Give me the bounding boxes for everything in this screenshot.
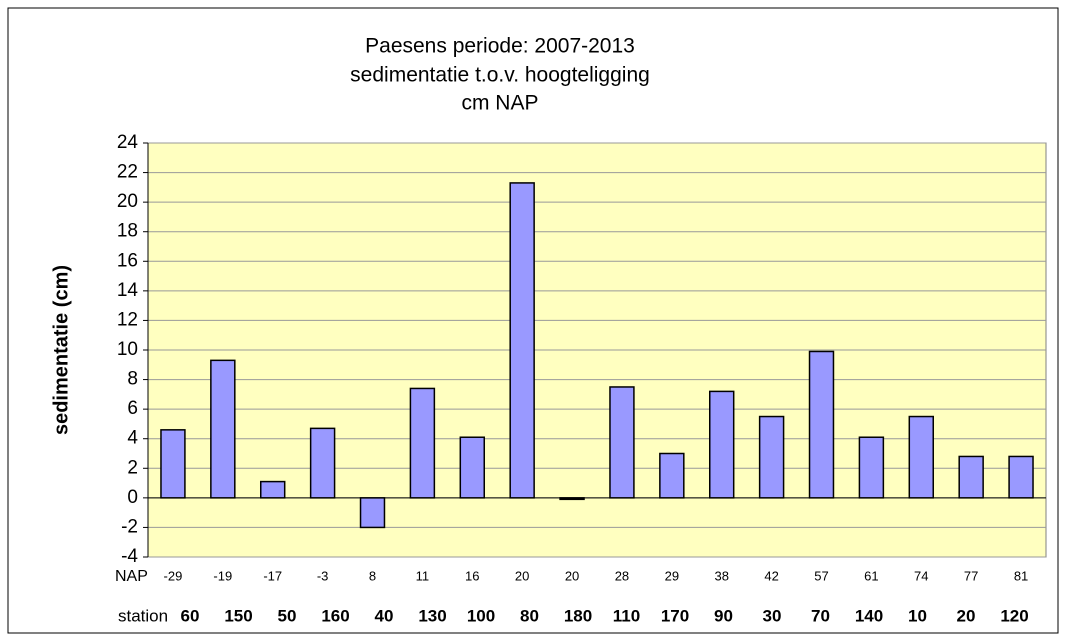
x-tick-label: 28 — [615, 568, 629, 583]
x-tick-label: 20 — [515, 568, 529, 583]
x-tick-label: 16 — [465, 568, 479, 583]
y-tick-label: 0 — [127, 487, 138, 508]
x-tick-label: 29 — [665, 568, 679, 583]
x-tick-label: 74 — [914, 568, 928, 583]
station-label: 60 — [181, 606, 200, 625]
bar — [708, 390, 735, 499]
bar — [1008, 455, 1034, 499]
bar — [259, 480, 286, 499]
station-label: 150 — [224, 606, 252, 625]
bar — [509, 182, 535, 499]
station-label: 120 — [1000, 606, 1028, 625]
station-label: 90 — [714, 606, 733, 625]
y-tick-label: -4 — [121, 546, 138, 567]
station-label: 30 — [763, 606, 782, 625]
station-label: 20 — [957, 606, 976, 625]
station-label: 50 — [278, 606, 297, 625]
station-label: 170 — [661, 606, 689, 625]
x-row-label: NAP — [115, 568, 148, 585]
station-label: 70 — [811, 606, 830, 625]
x-tick-label: -17 — [263, 568, 282, 583]
y-tick-label: 16 — [117, 250, 138, 271]
x-tick-label: 42 — [764, 568, 778, 583]
station-label: 140 — [855, 606, 883, 625]
x-tick-label: 20 — [565, 568, 579, 583]
bar — [758, 415, 785, 499]
bar — [958, 455, 984, 499]
x-tick-label: -19 — [213, 568, 232, 583]
bar — [858, 436, 885, 499]
station-label: 80 — [520, 606, 539, 625]
chart-title: Paesens periode: 2007-2013 — [365, 35, 635, 58]
x-tick-label: 81 — [1014, 568, 1028, 583]
bar — [210, 359, 236, 499]
x-tick-label: 61 — [864, 568, 878, 583]
x-tick-label: 8 — [369, 568, 376, 583]
bar — [459, 436, 486, 499]
bar — [359, 497, 386, 529]
y-tick-label: 18 — [117, 221, 138, 242]
x-tick-label: 57 — [814, 568, 828, 583]
x-tick-label: 77 — [964, 568, 978, 583]
chart-title: cm NAP — [461, 92, 538, 115]
bar — [609, 386, 635, 499]
y-tick-label: 2 — [127, 457, 138, 478]
y-tick-label: 6 — [127, 398, 138, 419]
chart-title: sedimentatie t.o.v. hoogteligging — [350, 64, 650, 87]
station-label: 100 — [467, 606, 495, 625]
y-tick-label: 14 — [117, 280, 139, 301]
bar — [309, 427, 336, 499]
station-label: 110 — [613, 606, 640, 625]
bar — [409, 387, 436, 499]
station-label: 160 — [321, 606, 349, 625]
y-tick-label: -2 — [121, 516, 138, 537]
station-label: 10 — [908, 606, 927, 625]
x-tick-label: -29 — [164, 568, 183, 583]
station-row-label: station — [118, 606, 168, 625]
bar — [808, 350, 835, 499]
y-tick-label: 22 — [117, 162, 138, 183]
y-tick-label: 8 — [127, 369, 138, 390]
x-tick-label: 11 — [416, 568, 430, 583]
station-label: 180 — [564, 606, 592, 625]
y-tick-label: 10 — [117, 339, 138, 360]
bar — [659, 452, 685, 499]
bar — [559, 497, 585, 501]
y-axis-label: sedimentatie (cm) — [50, 265, 72, 435]
y-tick-label: 24 — [117, 132, 139, 153]
bar — [908, 415, 935, 499]
x-tick-label: -3 — [317, 568, 329, 583]
y-tick-label: 20 — [117, 191, 138, 212]
y-tick-label: 12 — [117, 309, 138, 330]
station-label: 40 — [375, 606, 394, 625]
x-tick-label: 38 — [714, 568, 728, 583]
y-tick-label: 4 — [127, 428, 138, 449]
bar — [160, 429, 186, 499]
station-label: 130 — [418, 606, 446, 625]
